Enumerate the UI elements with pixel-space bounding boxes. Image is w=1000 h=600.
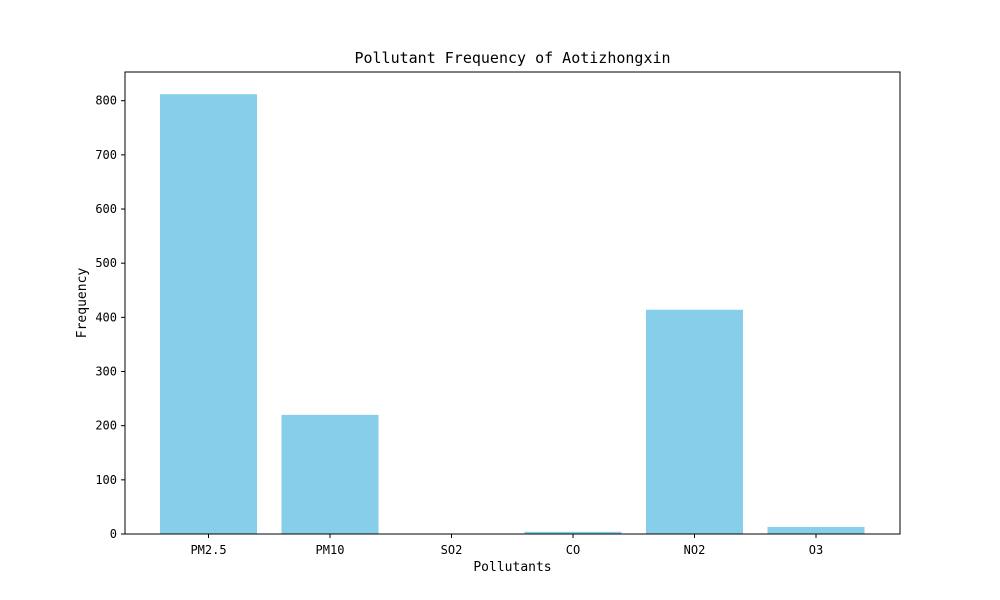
x-axis-ticks: PM2.5 PM10 SO2 CO NO2 O3 — [190, 534, 823, 557]
bar-pm10 — [281, 414, 379, 534]
bar-o3 — [767, 526, 865, 534]
plot-frame — [124, 71, 901, 535]
y-tick-label: 800 — [95, 94, 117, 108]
bars-group — [160, 94, 865, 534]
bar-co — [524, 531, 622, 534]
x-tick-label: NO2 — [684, 543, 706, 557]
bar-no2 — [646, 309, 743, 534]
x-tick-label: SO2 — [441, 543, 463, 557]
x-axis-label: Pollutants — [473, 560, 551, 575]
chart-title: Pollutant Frequency of Aotizhongxin — [354, 49, 670, 67]
y-tick-label: 700 — [95, 148, 117, 162]
y-tick-label: 600 — [95, 202, 117, 216]
y-tick-label: 500 — [95, 256, 117, 270]
x-tick-label: O3 — [809, 543, 823, 557]
y-axis-ticks: 0 100 200 300 400 500 600 700 800 — [95, 94, 125, 541]
y-tick-label: 0 — [110, 527, 117, 541]
bar-pm25 — [160, 94, 257, 534]
x-tick-label: CO — [566, 543, 580, 557]
y-axis-label: Frequency — [75, 268, 90, 339]
y-tick-label: 200 — [95, 419, 117, 433]
y-tick-label: 400 — [95, 310, 117, 324]
y-tick-label: 300 — [95, 365, 117, 379]
x-tick-label: PM10 — [316, 543, 345, 557]
y-tick-label: 100 — [95, 473, 117, 487]
x-tick-label: PM2.5 — [190, 543, 226, 557]
